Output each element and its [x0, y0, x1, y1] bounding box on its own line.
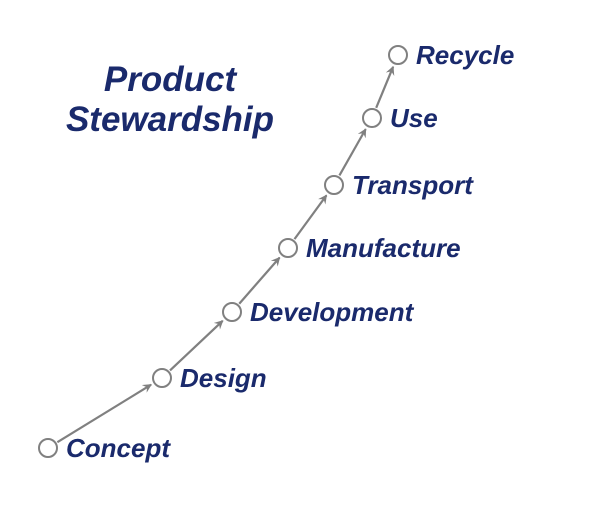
node-development [222, 302, 242, 322]
arrow-use-to-recycle [376, 67, 393, 108]
node-use [362, 108, 382, 128]
arrow-transport-to-use [339, 129, 365, 175]
node-recycle [388, 45, 408, 65]
node-label-transport: Transport [352, 170, 473, 201]
node-concept [38, 438, 58, 458]
node-transport [324, 175, 344, 195]
node-manufacture [278, 238, 298, 258]
node-design [152, 368, 172, 388]
node-label-development: Development [250, 297, 413, 328]
diagram-title: Product Stewardship [60, 60, 280, 141]
node-label-concept: Concept [66, 433, 170, 464]
diagram-canvas: Product Stewardship Concept Design Develop… [0, 0, 600, 505]
node-label-manufacture: Manufacture [306, 233, 461, 264]
node-label-use: Use [390, 103, 438, 134]
node-label-design: Design [180, 363, 267, 394]
node-label-recycle: Recycle [416, 40, 514, 71]
